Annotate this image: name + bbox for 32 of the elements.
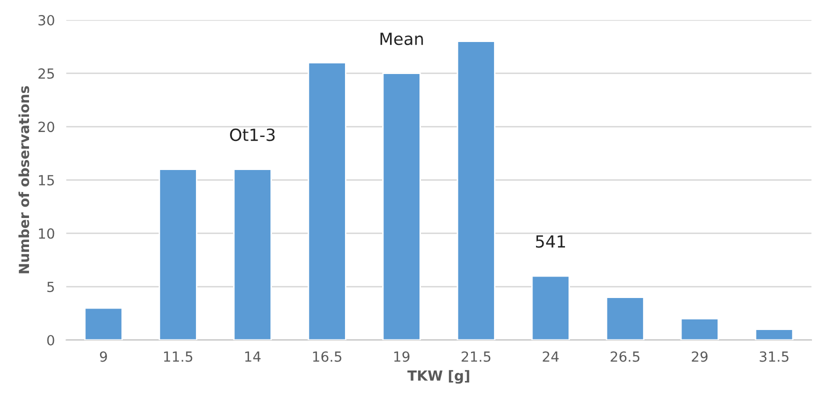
bar [84, 307, 123, 340]
y-tick-label: 25 [38, 68, 54, 79]
y-tick-label: 15 [38, 175, 54, 186]
bar [158, 168, 198, 340]
x-tick-label: 31.5 [760, 351, 788, 362]
bar [606, 296, 644, 340]
bar [680, 318, 719, 340]
bar [308, 62, 346, 340]
x-tick-label: 16.5 [313, 351, 342, 362]
bar [531, 275, 570, 340]
x-tick-label: 19 [394, 351, 410, 362]
y-axis-title: Number of observations [18, 86, 30, 274]
annotation: Ot1-3 [230, 128, 275, 142]
annotation: 541 [536, 235, 565, 248]
x-axis-title: TKW [g] [407, 370, 470, 384]
bar [754, 328, 794, 340]
x-tick-label: 9 [100, 351, 107, 362]
annotation: Mean [380, 32, 423, 46]
y-tick-label: 10 [38, 228, 54, 239]
bar [456, 40, 496, 340]
bar [382, 72, 421, 340]
x-tick-label: 11.5 [164, 352, 192, 362]
bar [233, 168, 272, 340]
x-tick-label: 29 [692, 351, 708, 362]
y-tick-label: 30 [38, 14, 54, 26]
x-tick-label: 26.5 [610, 351, 640, 362]
x-tick-label: 24 [542, 351, 559, 362]
y-tick-label: 20 [38, 122, 54, 132]
x-tick-label: 14 [245, 352, 261, 362]
y-tick-label: 0 [47, 334, 54, 346]
x-tick-label: 21.5 [462, 351, 490, 362]
y-tick-label: 5 [47, 282, 54, 292]
